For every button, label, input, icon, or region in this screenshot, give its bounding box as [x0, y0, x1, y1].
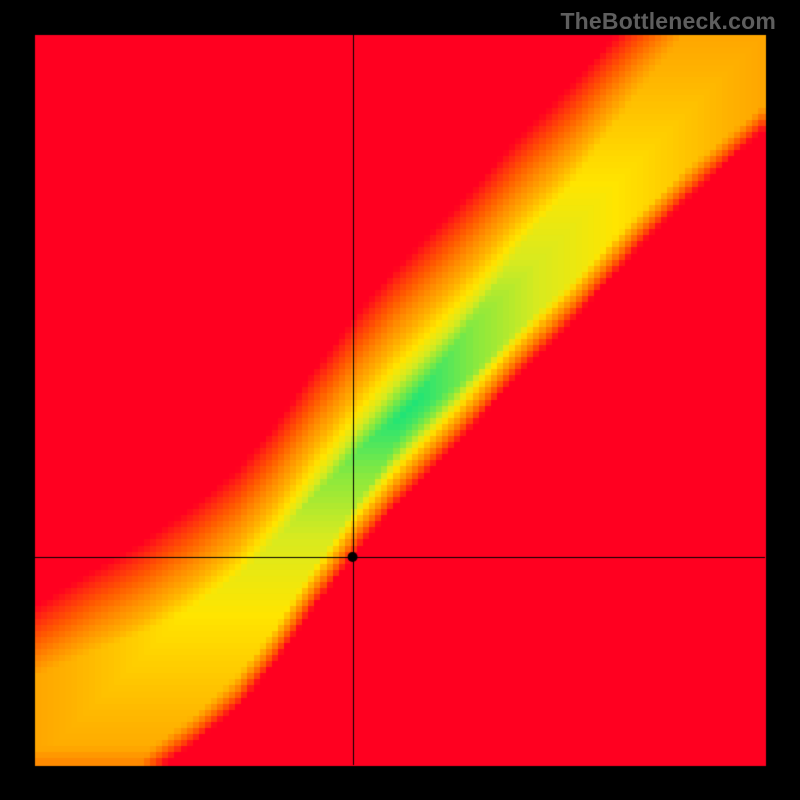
watermark-text: TheBottleneck.com	[560, 8, 776, 35]
chart-stage: TheBottleneck.com	[0, 0, 800, 800]
heatmap-canvas	[0, 0, 800, 800]
